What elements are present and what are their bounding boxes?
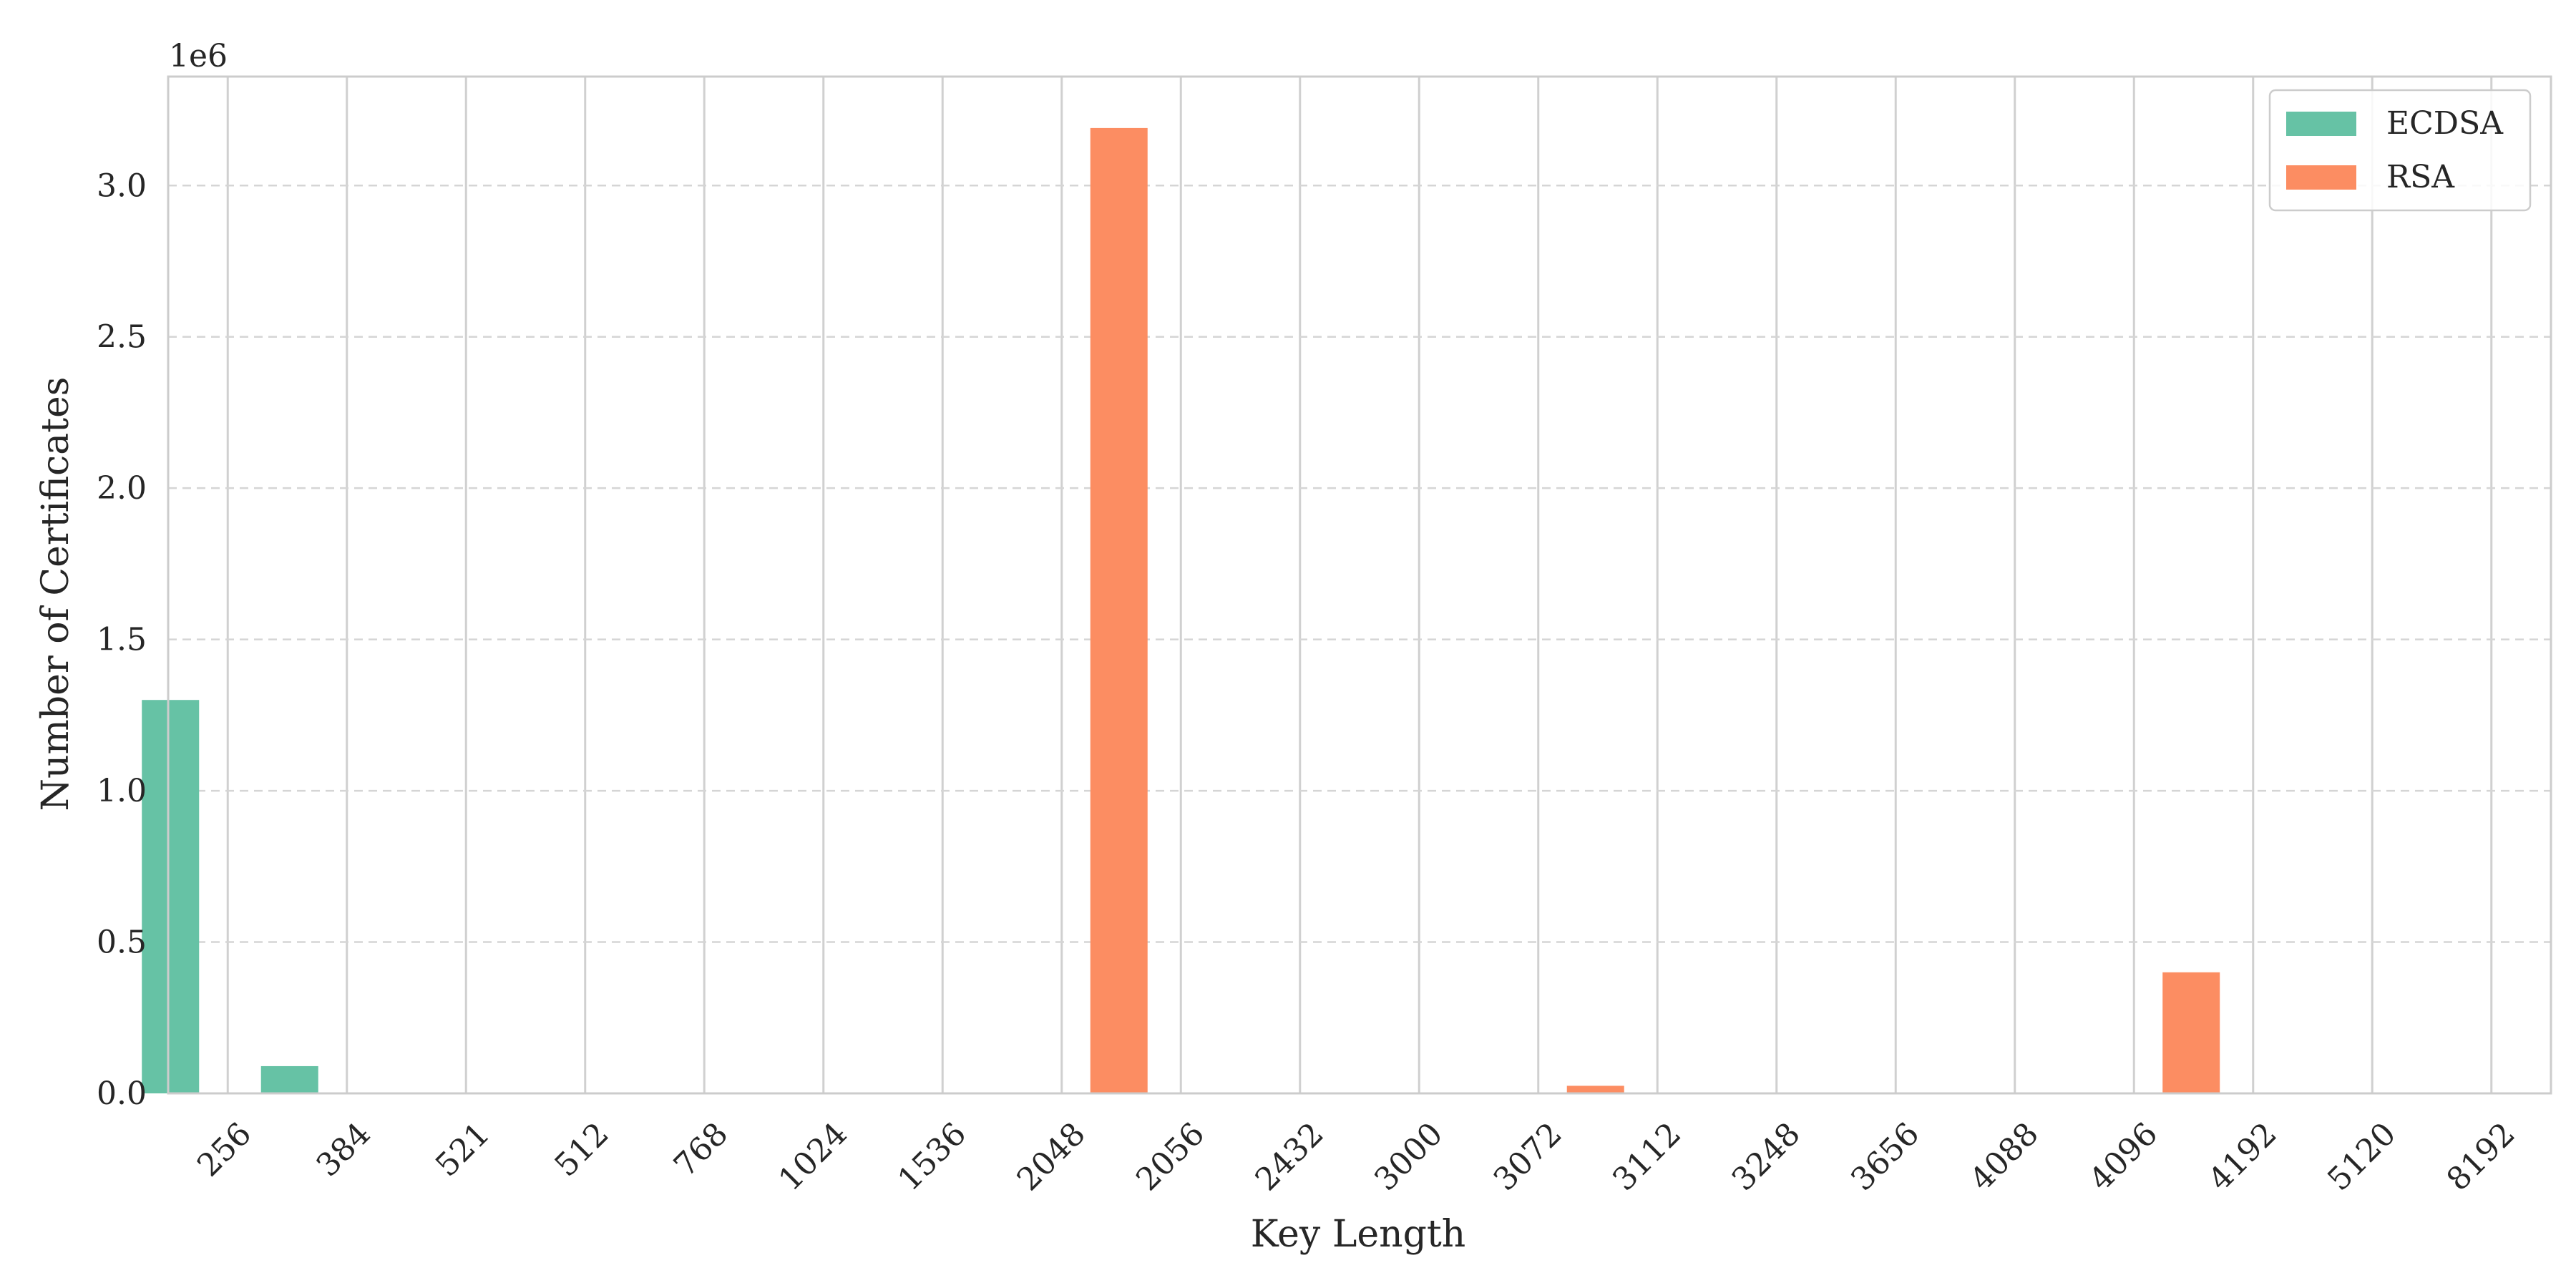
y-tick-label: 2.5 [97, 319, 147, 356]
y-offset-label: 1e6 [169, 38, 228, 74]
y-tick-label: 3.0 [97, 167, 147, 204]
x-gridlines [226, 77, 2493, 1093]
y-tick-label: 1.5 [97, 622, 147, 658]
x-axis-label: Key Length [1251, 1213, 1466, 1256]
bar-rsa-3072 [1566, 1085, 1624, 1093]
bar-rsa-2048 [1090, 127, 1148, 1093]
bar-rsa-4096 [2162, 972, 2220, 1093]
plot-frame [167, 75, 2552, 1095]
legend-label-rsa: RSA [2386, 159, 2455, 195]
legend-swatch-rsa [2286, 165, 2356, 190]
legend-label-ecdsa: ECDSA [2386, 105, 2504, 142]
y-tick-labels: 0.0 0.5 1.0 1.5 2.0 2.5 3.0 [97, 167, 147, 1112]
y-tick-label: 1.0 [97, 773, 147, 809]
legend: ECDSA RSA [2268, 89, 2532, 212]
bars [142, 127, 2220, 1093]
bar-ecdsa-384 [260, 1065, 318, 1093]
y-axis-label: Number of Certificates [34, 377, 77, 811]
y-tick-label: 0.0 [97, 1075, 147, 1112]
y-tick-label: 2.0 [97, 470, 147, 507]
legend-swatch-ecdsa [2286, 112, 2356, 136]
bar-ecdsa-256 [142, 700, 200, 1093]
y-tick-label: 0.5 [97, 924, 147, 961]
